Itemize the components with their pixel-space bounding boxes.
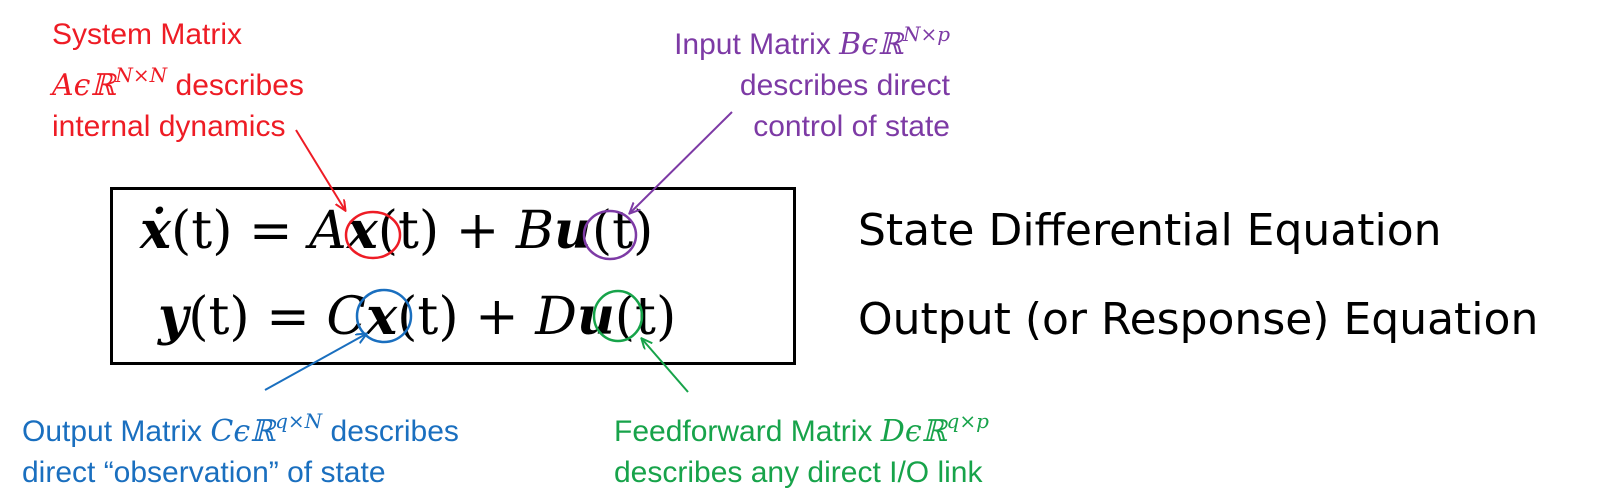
output-equation-name: Output (or Response) Equation	[858, 294, 1539, 345]
output-matrix-description: direct “observation” of state	[22, 456, 386, 489]
dimension-superscript: N×p	[902, 22, 950, 46]
output-matrix-title: Output Matrix	[22, 415, 211, 448]
input-matrix-desc-line1: describes direct	[739, 69, 950, 102]
symbol-c: C	[210, 414, 234, 449]
state-vector-x: x	[366, 286, 398, 347]
output-matrix-definition: Output Matrix Cϵℝq×N describes	[22, 401, 459, 452]
arrow-system-to-a	[295, 129, 345, 210]
output-matrix-tail: describes	[322, 415, 459, 448]
input-vector-u: u	[576, 286, 615, 347]
circle-d	[592, 289, 644, 343]
system-matrix-tail: describes	[167, 69, 304, 102]
input-matrix-title: Input Matrix	[674, 28, 840, 61]
feedforward-matrix-annotation: Feedforward Matrix Dϵℝq×p describes any …	[614, 401, 989, 493]
output-matrix-annotation: Output Matrix Cϵℝq×N describes direct “o…	[22, 401, 459, 493]
element-of-reals: ϵℝ	[73, 68, 116, 103]
state-equation: ẋ(t) = Ax(t) + Bu(t)	[140, 200, 654, 262]
dimension-superscript: q×N	[275, 409, 323, 433]
system-matrix-description: internal dynamics	[52, 110, 286, 143]
circle-a	[344, 210, 402, 260]
input-matrix-annotation: Input Matrix BϵℝN×p describes direct con…	[650, 14, 950, 147]
arrow-output-to-c	[264, 334, 366, 391]
symbol-d: D	[880, 414, 905, 449]
state-equation-name: State Differential Equation	[858, 205, 1442, 256]
input-matrix-definition: Input Matrix BϵℝN×p	[650, 14, 950, 65]
system-matrix-title: System Matrix	[52, 18, 243, 51]
feedforward-matrix-title: Feedforward Matrix	[614, 415, 881, 448]
x-dot: ẋ	[140, 200, 172, 261]
matrix-b: B	[515, 201, 555, 261]
input-matrix-desc-line2: control of state	[753, 110, 950, 143]
system-matrix-annotation: System Matrix AϵℝN×N describes internal …	[52, 14, 304, 147]
element-of-reals: ϵℝ	[233, 414, 276, 449]
arrow-feedforward-to-d	[642, 339, 689, 393]
element-of-reals: ϵℝ	[861, 27, 903, 62]
symbol-b: B	[839, 27, 862, 62]
output-equation: y(t) = Cx(t) + Du(t)	[158, 286, 677, 348]
circle-c	[355, 288, 413, 344]
circle-b	[582, 209, 638, 261]
dimension-superscript: q×p	[946, 409, 989, 433]
system-matrix-definition: AϵℝN×N describes	[52, 55, 304, 106]
feedforward-matrix-definition: Feedforward Matrix Dϵℝq×p	[614, 401, 989, 452]
feedforward-matrix-description: describes any direct I/O link	[614, 456, 983, 489]
matrix-d: D	[535, 287, 577, 347]
element-of-reals: ϵℝ	[904, 414, 947, 449]
output-vector-y: y	[158, 286, 189, 347]
arrow-input-to-b	[630, 111, 733, 213]
equation-box	[110, 187, 796, 365]
dimension-superscript: N×N	[115, 63, 168, 87]
symbol-a: A	[52, 68, 74, 103]
